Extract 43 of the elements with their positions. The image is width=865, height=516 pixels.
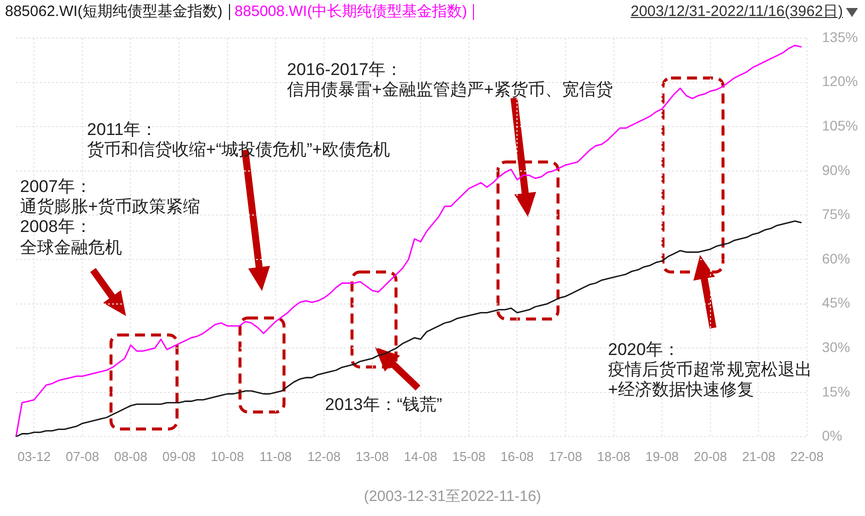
x-tick-label: 03-12: [17, 449, 51, 464]
x-tick-label: 09-08: [162, 449, 196, 464]
y-tick-label: 30%: [822, 338, 850, 355]
x-tick-label: 13-08: [356, 449, 389, 464]
x-tick-label: 08-08: [114, 449, 148, 464]
chart-subtitle: 2003/12/31-2022/11/16(3962日): [630, 3, 843, 20]
annotation: +经济数据快速修复: [608, 380, 754, 400]
y-tick-label: 120%: [822, 73, 858, 90]
annotation: 2013年：“钱荒”: [325, 395, 442, 415]
y-tick-label: 0%: [822, 428, 842, 444]
x-tick-label: 11-08: [259, 449, 292, 464]
annotation: 2011年：: [87, 120, 158, 140]
y-tick-label: 75%: [822, 206, 850, 222]
x-tick-label: 07-08: [66, 449, 100, 464]
y-tick-label: 105%: [822, 117, 858, 134]
x-tick-label: 12-08: [307, 449, 341, 464]
annotation: 通货膨胀+货币政策紧缩: [20, 197, 200, 217]
annotation: 2007年：: [20, 177, 92, 197]
annotation: 2008年：: [20, 217, 92, 237]
annotation: 全球金融危机: [20, 238, 122, 258]
x-tick-label: 17-08: [548, 449, 582, 464]
y-tick-label: 90%: [822, 162, 850, 178]
x-tick-label: 15-08: [452, 449, 486, 464]
x-tick-label: 21-08: [742, 449, 776, 464]
y-tick-label: 60%: [822, 250, 850, 266]
x-tick-label: 14-08: [404, 449, 438, 464]
annotation: 疫情后货币超常规宽松退出: [608, 360, 812, 380]
y-tick-label: 45%: [822, 294, 850, 311]
annotation: 2016-2017年：: [287, 60, 402, 80]
annotation: 2020年：: [608, 340, 680, 360]
annotation: 信用债暴雷+金融监管趋严+紧货币、宽信贷: [287, 80, 613, 100]
x-tick-label: 16-08: [500, 449, 534, 464]
y-tick-label: 135%: [822, 28, 858, 45]
legend-label: 885008.WI(中长期纯债型基金指数): [234, 3, 474, 20]
x-tick-label: 20-08: [694, 449, 728, 464]
x-tick-label: 19-08: [645, 449, 679, 464]
x-tick-label: 18-08: [597, 449, 630, 464]
legend-label: 885062.WI(短期纯债型基金指数): [5, 3, 230, 20]
text: (2003-12-31至2022-11-16): [362, 487, 542, 507]
annotation: 货币和信贷收缩+“城投债危机”+欧债危机: [87, 140, 390, 160]
x-tick-label: 22-08: [790, 449, 824, 464]
x-tick-label: 10-08: [210, 449, 244, 464]
y-tick-label: 15%: [822, 383, 850, 400]
